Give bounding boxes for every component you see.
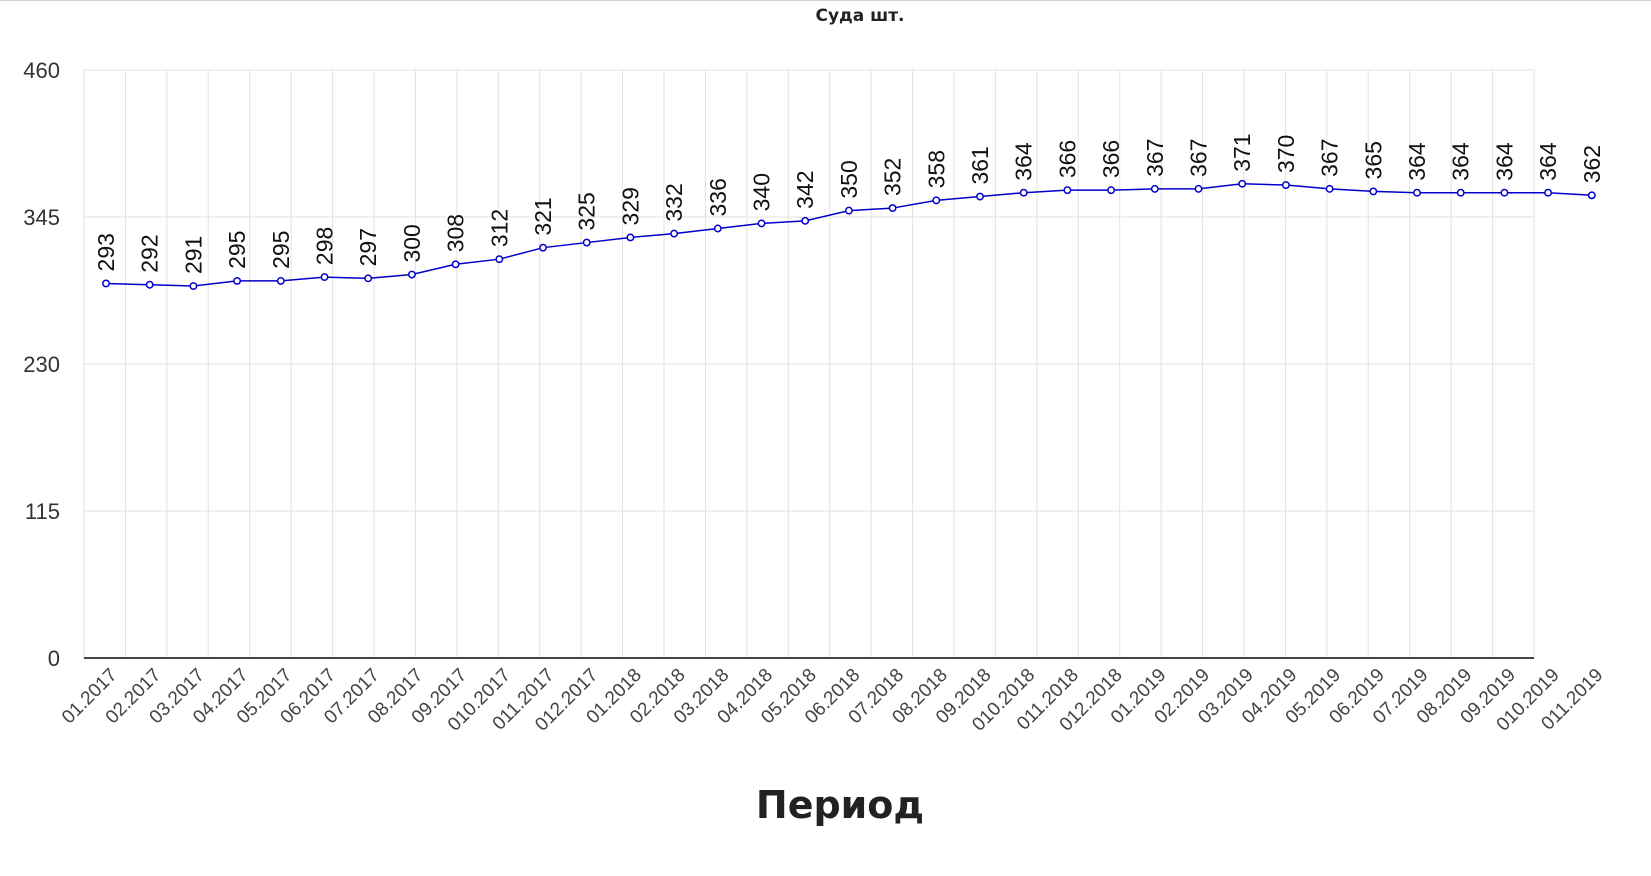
data-label: 367 — [1142, 139, 1168, 177]
y-tick-label: 115 — [25, 499, 60, 524]
data-point[interactable] — [1500, 188, 1509, 197]
data-label: 364 — [1448, 142, 1474, 181]
data-label: 321 — [530, 197, 556, 235]
data-point[interactable] — [757, 219, 766, 228]
data-label: 297 — [355, 228, 381, 266]
data-labels: 293 292 291 295 295 298 297 300 308 312 321 325 329 3… — [93, 133, 1605, 274]
data-label: 371 — [1229, 133, 1255, 171]
data-point[interactable] — [1194, 184, 1203, 193]
data-label: 292 — [137, 234, 163, 272]
data-point[interactable] — [451, 260, 460, 269]
data-label: 291 — [180, 236, 206, 274]
data-label: 293 — [93, 233, 119, 271]
data-point[interactable] — [495, 255, 504, 264]
data-point[interactable] — [145, 280, 154, 289]
data-label: 361 — [967, 146, 993, 184]
data-label: 340 — [749, 173, 775, 211]
data-label: 364 — [1535, 142, 1561, 181]
y-axis-ticks: 0 115 230 345 460 — [23, 58, 60, 671]
data-point[interactable] — [1413, 188, 1421, 197]
data-point[interactable] — [582, 238, 591, 247]
data-point[interactable] — [1107, 186, 1116, 195]
data-label: 352 — [880, 158, 906, 196]
data-label: 329 — [617, 187, 643, 225]
data-label: 300 — [399, 224, 425, 262]
data-point[interactable] — [1369, 187, 1378, 196]
data-label: 366 — [1054, 140, 1080, 178]
data-point[interactable] — [1019, 188, 1028, 197]
data-label: 332 — [661, 183, 687, 221]
y-tick-label: 0 — [48, 646, 60, 671]
data-point[interactable] — [888, 204, 897, 213]
data-label: 325 — [574, 192, 600, 230]
data-label: 366 — [1098, 140, 1124, 178]
data-label: 364 — [1011, 142, 1037, 181]
data-point[interactable] — [1063, 186, 1072, 195]
data-point[interactable] — [976, 192, 984, 201]
data-label: 367 — [1186, 139, 1212, 177]
data-point[interactable] — [539, 243, 547, 252]
data-point[interactable] — [713, 224, 722, 233]
data-label: 364 — [1404, 142, 1430, 181]
data-label: 295 — [268, 231, 294, 269]
data-point[interactable] — [364, 274, 373, 283]
data-label: 365 — [1360, 141, 1386, 179]
top-border — [0, 0, 1651, 1]
y-tick-label: 460 — [23, 58, 60, 83]
data-label: 312 — [486, 209, 512, 247]
data-point[interactable] — [189, 282, 198, 290]
data-label: 364 — [1491, 142, 1517, 181]
data-label: 370 — [1273, 135, 1299, 173]
data-point[interactable] — [1281, 181, 1290, 189]
data-point[interactable] — [844, 206, 853, 215]
data-point[interactable] — [1456, 188, 1465, 197]
chart-title: Суда шт. — [815, 6, 905, 26]
y-tick-label: 345 — [23, 205, 60, 230]
data-point[interactable] — [670, 229, 679, 238]
data-label: 336 — [705, 178, 731, 216]
data-point[interactable] — [1238, 179, 1247, 188]
y-tick-label: 230 — [23, 352, 60, 377]
data-point[interactable] — [233, 276, 242, 285]
data-point[interactable] — [102, 279, 110, 288]
horizontal-gridlines — [84, 69, 1534, 512]
x-axis-tick-labels: 01.201702.201703.201704.201705.201706.20… — [58, 665, 1607, 736]
data-label: 350 — [836, 160, 862, 198]
data-label: 295 — [224, 231, 250, 269]
data-point[interactable] — [801, 216, 810, 225]
data-point[interactable] — [1150, 184, 1159, 193]
data-point[interactable] — [276, 276, 285, 285]
data-label: 342 — [792, 170, 818, 208]
data-point[interactable] — [320, 273, 329, 282]
data-label: 362 — [1579, 145, 1605, 183]
x-axis-title: Период — [755, 783, 925, 827]
data-series — [102, 179, 1596, 290]
data-label: 367 — [1317, 139, 1343, 177]
data-point[interactable] — [407, 270, 416, 279]
data-point[interactable] — [626, 233, 635, 242]
data-label: 308 — [443, 214, 469, 252]
data-point[interactable] — [1325, 184, 1334, 193]
data-point[interactable] — [1544, 188, 1553, 197]
data-label: 298 — [312, 227, 338, 265]
data-point[interactable] — [932, 196, 941, 205]
data-label: 358 — [923, 150, 949, 188]
data-point[interactable] — [1587, 191, 1596, 200]
